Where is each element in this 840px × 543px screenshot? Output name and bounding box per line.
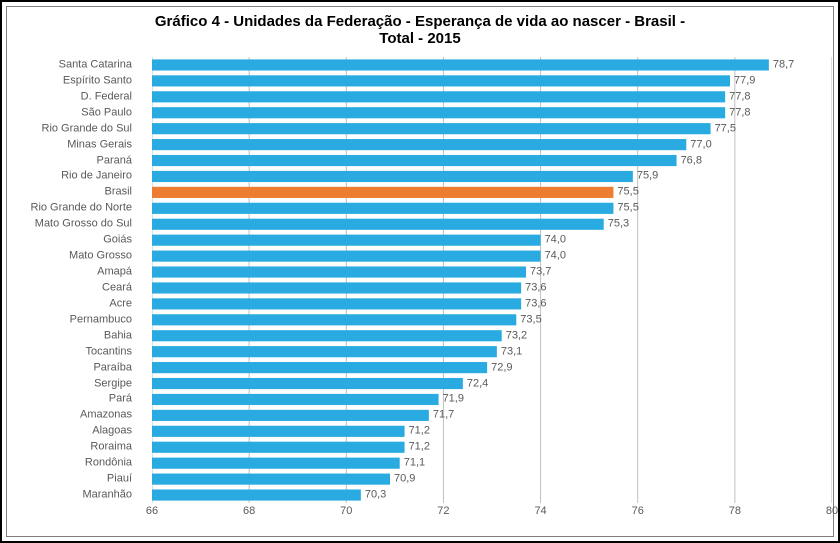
bar xyxy=(152,298,521,309)
y-axis-label: Alagoas xyxy=(92,426,132,437)
y-axis-label: Tocantins xyxy=(86,346,132,357)
bar xyxy=(152,362,487,373)
value-label: 77,8 xyxy=(729,107,750,118)
bar xyxy=(152,107,725,118)
bar xyxy=(152,187,613,198)
bar xyxy=(152,458,400,469)
y-axis-label: Pará xyxy=(109,394,132,405)
value-label: 71,7 xyxy=(433,410,454,421)
bar xyxy=(152,266,526,277)
bar xyxy=(152,139,686,150)
bar xyxy=(152,330,502,341)
value-label: 73,7 xyxy=(530,267,551,278)
bar xyxy=(152,171,633,182)
value-label: 70,3 xyxy=(365,490,386,501)
value-label: 77,5 xyxy=(715,123,736,134)
bar xyxy=(152,91,725,102)
x-axis-tick: 66 xyxy=(146,505,158,517)
bar xyxy=(152,75,730,86)
value-label: 78,7 xyxy=(773,59,794,70)
y-axis-label: Acre xyxy=(109,298,132,309)
bar xyxy=(152,378,463,389)
y-axis-label: Rio Grande do Sul xyxy=(42,123,133,134)
value-label: 73,6 xyxy=(525,282,546,293)
value-label: 71,1 xyxy=(404,458,425,469)
y-axis-label: Pernambuco xyxy=(70,314,132,325)
bar xyxy=(152,394,439,405)
value-label: 70,9 xyxy=(394,474,415,485)
y-axis-label: D. Federal xyxy=(81,91,132,102)
y-axis-label: Santa Catarina xyxy=(59,59,132,70)
x-axis-tick: 70 xyxy=(340,505,352,517)
value-label: 71,9 xyxy=(443,394,464,405)
plot-area: Santa Catarina78,7Espírito Santo77,9D. F… xyxy=(152,57,832,519)
bar xyxy=(152,123,711,134)
x-axis-tick: 74 xyxy=(534,505,546,517)
y-axis-label: Amazonas xyxy=(80,410,132,421)
y-axis-label: Goiás xyxy=(103,235,132,246)
value-label: 73,2 xyxy=(506,330,527,341)
value-label: 72,4 xyxy=(467,378,488,389)
bar xyxy=(152,474,390,485)
x-axis-tick: 68 xyxy=(243,505,255,517)
value-label: 77,8 xyxy=(729,91,750,102)
bar xyxy=(152,426,405,437)
y-axis-label: Mato Grosso do Sul xyxy=(35,219,132,230)
y-axis-label: Rio de Janeiro xyxy=(61,171,132,182)
y-axis-label: Ceará xyxy=(102,282,132,293)
value-label: 75,5 xyxy=(617,203,638,214)
bar xyxy=(152,442,405,453)
chart-title: Gráfico 4 - Unidades da Federação - Espe… xyxy=(7,13,833,48)
y-axis-label: Roraima xyxy=(90,442,132,453)
value-label: 75,5 xyxy=(617,187,638,198)
chart-outer-frame: Gráfico 4 - Unidades da Federação - Espe… xyxy=(0,0,840,543)
value-label: 75,9 xyxy=(637,171,658,182)
y-axis-label: Espírito Santo xyxy=(63,75,132,86)
x-axis-tick: 76 xyxy=(632,505,644,517)
bar xyxy=(152,346,497,357)
value-label: 75,3 xyxy=(608,219,629,230)
value-label: 73,6 xyxy=(525,298,546,309)
value-label: 74,0 xyxy=(545,251,566,262)
y-axis-label: Bahia xyxy=(104,330,132,341)
bar xyxy=(152,59,769,70)
bar xyxy=(152,282,521,293)
x-axis-tick: 72 xyxy=(437,505,449,517)
y-axis-label: Maranhão xyxy=(82,490,132,501)
y-axis-label: Rio Grande do Norte xyxy=(31,203,133,214)
bar xyxy=(152,235,541,246)
bar xyxy=(152,314,516,325)
y-axis-label: Brasil xyxy=(104,187,132,198)
y-axis-label: Minas Gerais xyxy=(67,139,132,150)
y-axis-label: Piauí xyxy=(107,474,132,485)
x-axis-tick: 80 xyxy=(826,505,838,517)
bar xyxy=(152,410,429,421)
y-axis-label: Paraíba xyxy=(93,362,132,373)
value-label: 74,0 xyxy=(545,235,566,246)
y-axis-label: Rondônia xyxy=(85,458,132,469)
y-axis-label: Paraná xyxy=(97,155,132,166)
y-axis-label: Sergipe xyxy=(94,378,132,389)
value-label: 73,1 xyxy=(501,346,522,357)
chart-inner-frame: Gráfico 4 - Unidades da Federação - Espe… xyxy=(6,6,834,537)
value-label: 72,9 xyxy=(491,362,512,373)
bar xyxy=(152,219,604,230)
y-axis-label: Amapá xyxy=(97,267,132,278)
value-label: 76,8 xyxy=(681,155,702,166)
bar xyxy=(152,489,361,500)
value-label: 77,0 xyxy=(690,139,711,150)
x-axis-tick: 78 xyxy=(729,505,741,517)
bar xyxy=(152,203,613,214)
y-axis-label: Mato Grosso xyxy=(69,251,132,262)
bar xyxy=(152,155,677,166)
bar xyxy=(152,251,541,262)
y-axis-label: São Paulo xyxy=(81,107,132,118)
value-label: 73,5 xyxy=(520,314,541,325)
value-label: 71,2 xyxy=(409,426,430,437)
value-label: 71,2 xyxy=(409,442,430,453)
value-label: 77,9 xyxy=(734,75,755,86)
